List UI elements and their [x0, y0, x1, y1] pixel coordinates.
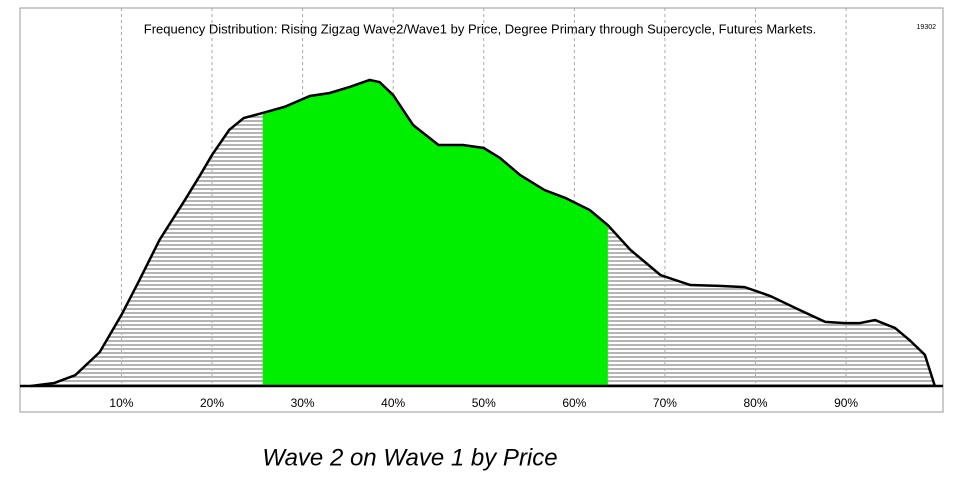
x-tick-label: 80% — [743, 396, 767, 410]
x-tick-label: 50% — [472, 396, 496, 410]
x-tick-label: 60% — [562, 396, 586, 410]
distribution-line — [30, 78, 937, 388]
chart-title: Frequency Distribution: Rising Zigzag Wa… — [144, 21, 816, 36]
chart-code: 19302 — [917, 24, 937, 31]
caption: Wave 2 on Wave 1 by Price — [262, 444, 557, 471]
highlight-area — [262, 79, 608, 386]
x-tick-label: 10% — [109, 396, 133, 410]
x-tick-label: 30% — [291, 396, 315, 410]
x-tick-label: 40% — [381, 396, 405, 410]
x-tick-label: 90% — [834, 396, 858, 410]
x-tick-label: 70% — [653, 396, 677, 410]
x-tick-label: 20% — [200, 396, 224, 410]
